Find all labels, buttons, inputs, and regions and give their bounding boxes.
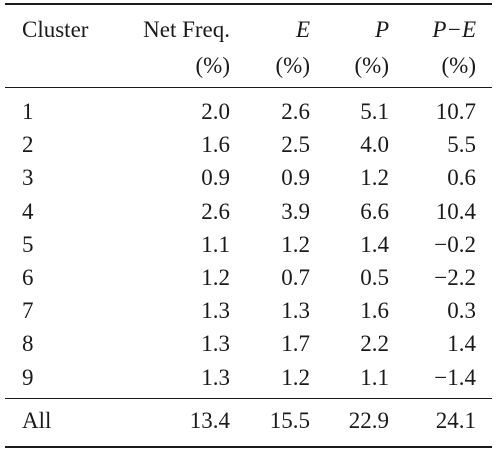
table-cell-p: 2.2 xyxy=(360,331,389,356)
table-cell-net-freq: 1.3 xyxy=(201,365,230,390)
header-e: E xyxy=(295,17,310,42)
total-cell-p: 22.9 xyxy=(348,408,389,433)
table-cell-e: 1.7 xyxy=(281,331,310,356)
table-cell-e: 1.3 xyxy=(281,298,310,323)
header-rule xyxy=(5,87,492,88)
total-cell-p-minus-e: 24.1 xyxy=(435,408,476,433)
bottom-rule xyxy=(5,446,492,448)
table-cell-p: 6.6 xyxy=(360,199,389,224)
table-cell-net-freq: 0.9 xyxy=(201,165,230,190)
table-cell-p-minus-e: −1.4 xyxy=(434,365,476,390)
table-cell-cluster: 9 xyxy=(22,365,34,390)
table-cell-cluster: 8 xyxy=(22,331,34,356)
total-cell-net-freq: 13.4 xyxy=(189,408,230,433)
total-cell-cluster: All xyxy=(22,408,52,433)
table-cell-cluster: 6 xyxy=(22,265,34,290)
table-cell-e: 0.9 xyxy=(281,165,310,190)
total-cell-e: 15.5 xyxy=(269,408,310,433)
table-cell-cluster: 3 xyxy=(22,165,34,190)
table-cell-p: 1.6 xyxy=(360,298,389,323)
table-cell-net-freq: 1.1 xyxy=(201,232,230,257)
table-cell-e: 1.2 xyxy=(281,232,310,257)
header-p-minus-e: P−E xyxy=(432,17,476,42)
table-cell-net-freq: 1.3 xyxy=(201,331,230,356)
table-cell-net-freq: 2.0 xyxy=(201,99,230,124)
header-unit-net-freq: (%) xyxy=(195,53,230,78)
header-unit-p: (%) xyxy=(354,53,389,78)
table-cell-e: 2.6 xyxy=(281,99,310,124)
table-cell-p-minus-e: 1.4 xyxy=(447,331,476,356)
table-cell-p: 5.1 xyxy=(360,99,389,124)
table-cell-net-freq: 2.6 xyxy=(201,199,230,224)
table-cell-cluster: 2 xyxy=(22,132,34,157)
table-cell-p-minus-e: −0.2 xyxy=(434,232,476,257)
header-unit-p-minus-e: (%) xyxy=(441,53,476,78)
table-cell-p: 1.4 xyxy=(360,232,389,257)
table-cell-cluster: 5 xyxy=(22,232,34,257)
table-cell-e: 1.2 xyxy=(281,365,310,390)
table-cell-net-freq: 1.6 xyxy=(201,132,230,157)
header-p: P xyxy=(374,17,389,42)
header-unit-e: (%) xyxy=(275,53,310,78)
table-cell-p-minus-e: 0.3 xyxy=(447,298,476,323)
table-cell-p: 1.1 xyxy=(360,365,389,390)
table-cell-p-minus-e: 5.5 xyxy=(447,132,476,157)
total-rule xyxy=(5,398,492,399)
table-cell-e: 0.7 xyxy=(281,265,310,290)
table-cell-p-minus-e: −2.2 xyxy=(434,265,476,290)
table-cell-cluster: 1 xyxy=(22,99,34,124)
table-cell-cluster: 4 xyxy=(22,199,34,224)
table-cell-p-minus-e: 10.4 xyxy=(435,199,476,224)
table-cell-p-minus-e: 0.6 xyxy=(447,165,476,190)
table-cell-p: 0.5 xyxy=(360,265,389,290)
table-cell-p: 4.0 xyxy=(360,132,389,157)
table-cell-cluster: 7 xyxy=(22,298,34,323)
table-cell-net-freq: 1.3 xyxy=(201,298,230,323)
table-cell-e: 2.5 xyxy=(281,132,310,157)
table-cell-net-freq: 1.2 xyxy=(201,265,230,290)
table-cell-e: 3.9 xyxy=(281,199,310,224)
table-cell-p: 1.2 xyxy=(360,165,389,190)
table-cell-p-minus-e: 10.7 xyxy=(435,99,476,124)
header-cluster: Cluster xyxy=(22,17,89,42)
header-net-freq: Net Freq. xyxy=(143,17,230,42)
top-rule xyxy=(5,3,492,5)
